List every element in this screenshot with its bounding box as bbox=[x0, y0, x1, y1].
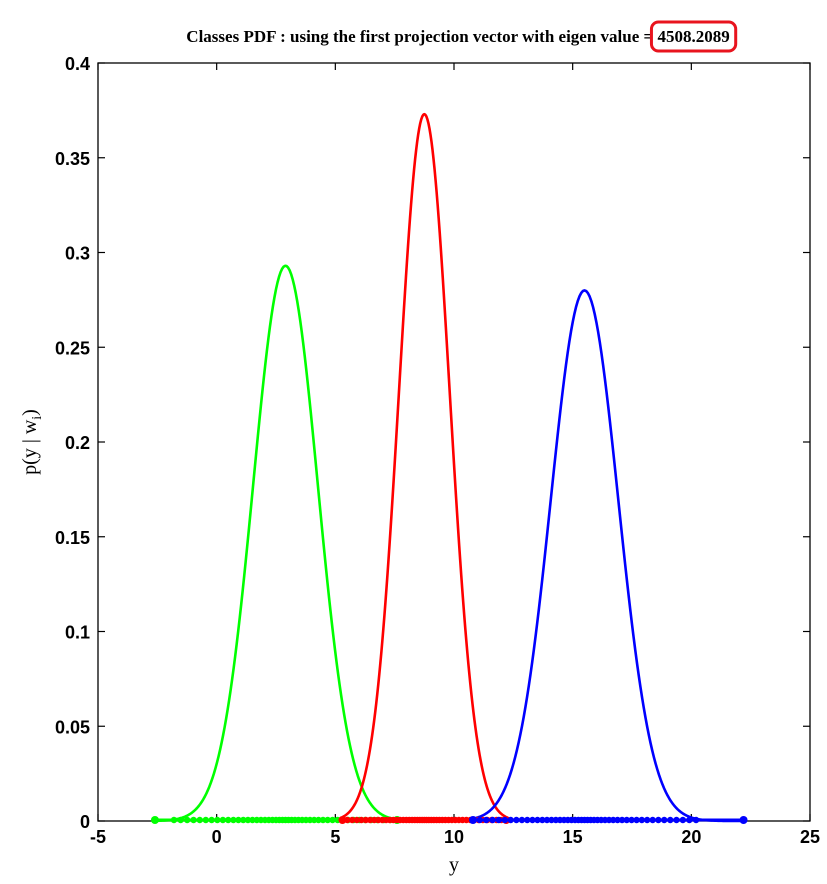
sample-point bbox=[673, 816, 680, 824]
sample-point bbox=[483, 816, 490, 824]
sample-point bbox=[518, 816, 526, 824]
sample-point bbox=[468, 816, 477, 824]
sample-point bbox=[643, 816, 651, 824]
sample-point bbox=[661, 816, 668, 824]
sample-point bbox=[529, 816, 536, 824]
sample-point bbox=[633, 816, 640, 824]
sample-point bbox=[219, 816, 227, 824]
sample-point bbox=[190, 816, 197, 824]
sample-point bbox=[692, 816, 700, 824]
sample-point bbox=[649, 816, 656, 824]
sample-point bbox=[208, 816, 215, 824]
x-tick-label: 20 bbox=[681, 827, 701, 847]
pdf-curve-2 bbox=[341, 112, 507, 819]
sample-point bbox=[655, 816, 662, 824]
sample-point bbox=[524, 816, 531, 824]
title-prefix: Classes PDF : using the first projection… bbox=[186, 27, 639, 46]
sample-point bbox=[614, 816, 621, 824]
x-tick-label: 0 bbox=[212, 827, 222, 847]
series-group bbox=[150, 112, 748, 824]
sample-point bbox=[618, 816, 626, 824]
y-tick-label: 0.35 bbox=[55, 149, 90, 169]
sample-point bbox=[501, 816, 509, 824]
y-tick-label: 0.15 bbox=[55, 528, 90, 548]
x-tick-label: 25 bbox=[800, 827, 820, 847]
sample-point bbox=[543, 816, 551, 824]
y-tick-label: 0.4 bbox=[65, 54, 90, 74]
sample-point bbox=[183, 816, 191, 824]
sample-point bbox=[214, 816, 221, 824]
eigen-value-highlight-box bbox=[649, 20, 738, 53]
sample-point bbox=[150, 816, 159, 824]
y-tick-label: 0.2 bbox=[65, 433, 90, 453]
sample-point bbox=[244, 816, 252, 824]
y-tick-label: 0 bbox=[80, 812, 90, 832]
sample-point bbox=[230, 816, 237, 824]
sample-point bbox=[638, 816, 645, 824]
sample-point bbox=[679, 816, 687, 824]
sample-point bbox=[324, 816, 331, 824]
plot-area: -5 0 5 10 15 20 25 00.050.10.150.20.250.30.350… bbox=[55, 54, 820, 847]
chart-title: Classes PDF : using the first projection… bbox=[186, 27, 729, 46]
x-tick-label: 15 bbox=[563, 827, 583, 847]
y-tick-label: 0.05 bbox=[55, 717, 90, 737]
sample-point bbox=[686, 816, 693, 824]
sample-point bbox=[507, 816, 514, 824]
sample-point bbox=[353, 816, 361, 824]
x-axis-label: y bbox=[449, 854, 459, 876]
sample-point bbox=[739, 816, 748, 824]
sample-point bbox=[319, 816, 327, 824]
x-tick-label: 5 bbox=[330, 827, 340, 847]
x-axis-ticks: -5 0 5 10 15 20 25 bbox=[90, 63, 820, 847]
eigen-value: 4508.2089 bbox=[657, 27, 729, 46]
sample-point bbox=[534, 816, 541, 824]
pdf-curve-1 bbox=[154, 264, 398, 823]
y-tick-label: 0.25 bbox=[55, 338, 90, 358]
sample-point bbox=[170, 816, 178, 824]
sample-point bbox=[495, 816, 502, 824]
sample-point bbox=[235, 816, 242, 824]
title-equals: = bbox=[644, 27, 654, 46]
sample-point bbox=[513, 816, 520, 824]
sample-point bbox=[628, 816, 635, 824]
y-tick-label: 0.3 bbox=[65, 244, 90, 264]
sample-point bbox=[358, 816, 365, 824]
axes-box bbox=[97, 62, 811, 822]
x-tick-label: 10 bbox=[444, 827, 464, 847]
sample-point bbox=[315, 816, 322, 824]
sample-point bbox=[240, 816, 247, 824]
y-axis-label: p(y | wi) bbox=[19, 409, 45, 475]
sample-point bbox=[489, 816, 496, 824]
sample-point bbox=[667, 816, 674, 824]
sample-point bbox=[177, 816, 184, 824]
sample-point bbox=[623, 816, 630, 824]
sample-point bbox=[225, 816, 232, 824]
sample-point bbox=[476, 816, 483, 824]
y-tick-label: 0.1 bbox=[65, 623, 90, 643]
sample-point bbox=[196, 816, 203, 824]
sample-point bbox=[329, 816, 336, 824]
sample-point bbox=[338, 816, 347, 824]
x-tick-label: -5 bbox=[90, 827, 106, 847]
sample-point bbox=[202, 816, 209, 824]
sample-point bbox=[348, 816, 356, 824]
y-axis-ticks: 0 0.05 0.1 0.15 0.2 0.25 0.3 0.35 0.4 bbox=[55, 54, 810, 832]
sample-point bbox=[539, 816, 546, 824]
